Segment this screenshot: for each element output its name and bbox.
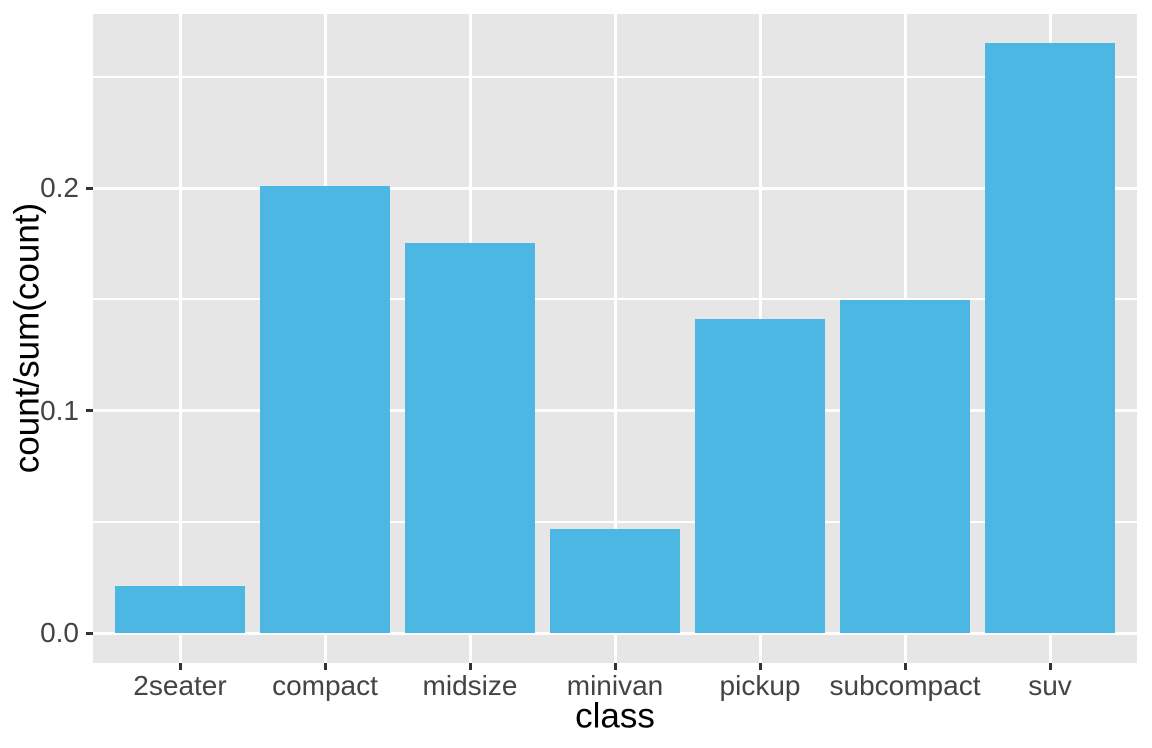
x-tick-label: pickup [719,670,801,701]
bar-compact [259,186,391,634]
x-tick-mark [1048,663,1052,670]
y-tick-mark [86,409,93,413]
x-tick-label: 2seater [133,670,227,701]
x-tick-label: minivan [566,670,664,701]
x-tick-mark [903,663,907,670]
x-tick-mark [613,663,617,670]
x-tick-label: compact [272,670,378,701]
x-tick-label: suv [1028,670,1072,701]
y-tick-label: 0.1 [40,394,79,426]
y-tick-mark [86,186,93,190]
bar-2seater [114,585,246,634]
x-tick-mark [758,663,762,670]
plot-panel [93,14,1137,663]
y-tick-label: 0.0 [40,617,79,649]
y-tick-label: 0.2 [40,172,79,204]
x-axis-title: class [575,696,655,736]
bar-midsize [404,243,536,634]
bar-suv [984,43,1116,634]
bar-minivan [549,528,681,634]
bar-pickup [694,319,826,634]
x-tick-mark [468,663,472,670]
gridline-major-vertical [613,14,617,663]
gridline-major-vertical [178,14,182,663]
y-axis-title: count/sum(count) [7,202,47,474]
x-tick-mark [178,663,182,670]
x-tick-mark [323,663,327,670]
x-tick-label: midsize [422,670,518,701]
x-tick-label: subcompact [829,670,981,701]
bar-subcompact [839,300,971,634]
y-tick-mark [86,631,93,635]
